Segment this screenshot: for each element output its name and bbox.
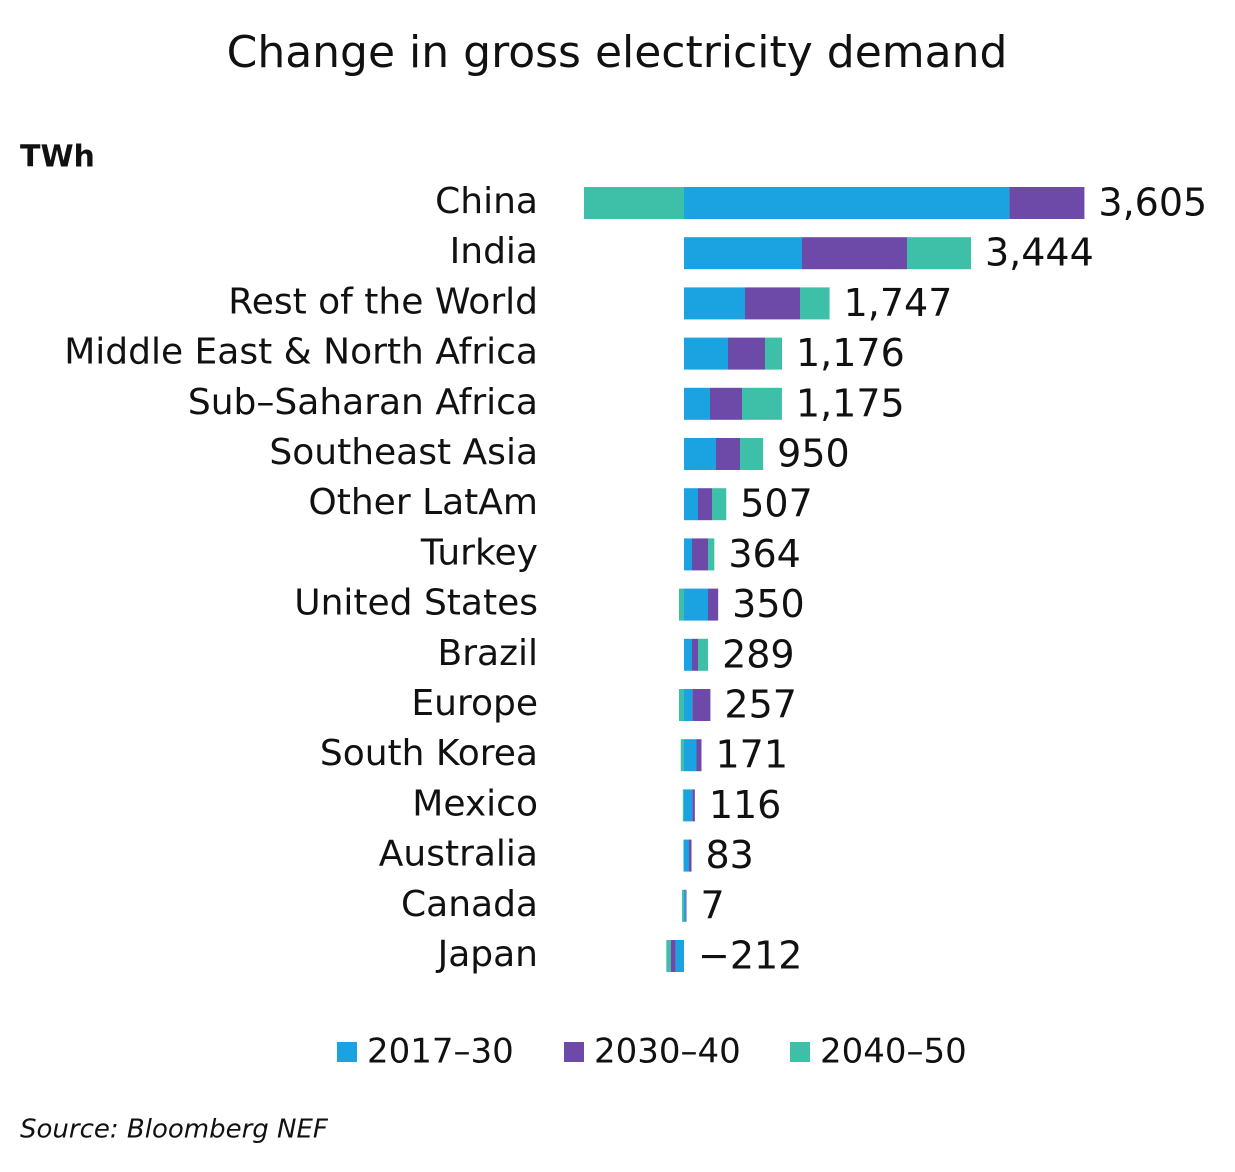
- category-label: South Korea: [320, 733, 538, 774]
- bar-segment: [684, 638, 692, 671]
- bar-segment: [728, 337, 765, 370]
- category-label: Europe: [411, 683, 538, 724]
- total-label: 1,176: [796, 331, 905, 375]
- bar-segment: [670, 940, 676, 972]
- bar-segment: [584, 187, 684, 219]
- chart-title: Change in gross electricity demand: [227, 27, 1008, 78]
- total-label: 950: [777, 432, 850, 476]
- total-label: −212: [698, 934, 802, 978]
- bar-segment: [685, 889, 687, 922]
- category-label: Other LatAm: [308, 482, 538, 523]
- category-label: Australia: [379, 834, 538, 875]
- bar-segment: [684, 237, 802, 270]
- category-label: Canada: [401, 884, 538, 925]
- bar-segment: [683, 839, 684, 872]
- category-label: India: [450, 231, 538, 272]
- bar-segment: [684, 739, 697, 772]
- bar-segment: [745, 287, 800, 320]
- bar-segment: [1009, 187, 1085, 219]
- legend-swatch: [790, 1042, 810, 1062]
- bar-segment: [708, 538, 715, 571]
- bar-segment: [679, 588, 684, 621]
- bar-segment: [684, 287, 745, 320]
- total-label: 116: [709, 783, 782, 827]
- bar-segment: [710, 387, 742, 420]
- bar-segment: [698, 638, 709, 671]
- bar-segment: [765, 337, 782, 370]
- bar-segment: [684, 839, 689, 872]
- total-label: 83: [706, 833, 754, 877]
- category-label: Japan: [436, 934, 538, 975]
- total-label: 1,175: [796, 381, 905, 425]
- total-label: 350: [732, 582, 805, 626]
- bar-segment: [800, 287, 830, 320]
- total-label: 171: [716, 733, 789, 777]
- total-label: 257: [724, 683, 797, 727]
- bar-segment: [907, 237, 971, 270]
- bar-segment: [682, 789, 684, 822]
- unit-label: TWh: [20, 140, 95, 175]
- legend-swatch: [564, 1042, 584, 1062]
- category-label: Southeast Asia: [269, 432, 538, 473]
- bar-segment: [684, 689, 693, 721]
- bar-segment: [708, 588, 719, 621]
- legend-label: 2017–30: [367, 1032, 514, 1072]
- category-label: China: [435, 181, 538, 222]
- category-label: Middle East & North Africa: [64, 332, 538, 373]
- bar-segment: [684, 438, 716, 470]
- legend-label: 2040–50: [820, 1032, 967, 1072]
- legend-label: 2030–40: [594, 1032, 741, 1072]
- bar-segment: [712, 488, 727, 521]
- bar-segment: [680, 739, 684, 772]
- bar-segment: [682, 889, 684, 922]
- bar-segment: [692, 638, 698, 671]
- bar-segment: [692, 789, 695, 822]
- bar-segment: [679, 689, 684, 721]
- bar-segment: [740, 438, 764, 470]
- bar-segment: [684, 789, 693, 822]
- bar-segment: [689, 839, 692, 872]
- total-label: 3,444: [985, 231, 1094, 275]
- bar-segment: [684, 488, 698, 521]
- bar-segment: [684, 187, 1010, 219]
- bar-segment: [742, 387, 782, 420]
- category-label: Sub–Saharan Africa: [188, 382, 538, 423]
- bar-segment: [684, 588, 708, 621]
- bar-segment: [684, 387, 710, 420]
- bar-segment: [696, 739, 702, 772]
- bar-segment: [684, 889, 686, 922]
- legend-swatch: [337, 1042, 357, 1062]
- bar-segment: [698, 488, 712, 521]
- bar-segment: [692, 689, 711, 721]
- total-label: 1,747: [844, 281, 953, 325]
- total-label: 289: [722, 632, 795, 676]
- category-label: Turkey: [420, 532, 538, 573]
- category-label: Brazil: [438, 633, 538, 674]
- category-label: Mexico: [412, 783, 538, 824]
- bar-segment: [716, 438, 740, 470]
- bar-segment: [692, 538, 708, 571]
- bar-segment: [684, 337, 728, 370]
- category-label: Rest of the World: [228, 281, 538, 322]
- total-label: 507: [740, 482, 813, 526]
- category-label: United States: [294, 583, 538, 624]
- bar-segment: [684, 538, 692, 571]
- bar-segment: [666, 940, 671, 972]
- source: Source: Bloomberg NEF: [20, 1115, 329, 1145]
- bar-segment: [675, 940, 684, 972]
- total-label: 3,605: [1098, 181, 1207, 225]
- total-label: 7: [701, 883, 725, 927]
- total-label: 364: [728, 532, 801, 576]
- bar-segment: [802, 237, 907, 270]
